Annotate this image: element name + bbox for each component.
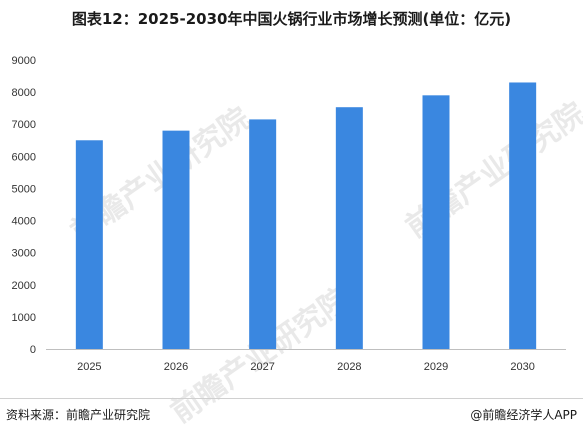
- bar-series: [75, 82, 537, 350]
- y-tick-label: 3000: [12, 248, 36, 260]
- chart-title: 图表12：2025-2030年中国火锅行业市场增长预测(单位：亿元): [71, 10, 512, 28]
- bar-2028: [335, 107, 363, 349]
- bar-2026: [162, 130, 190, 349]
- x-tick-label: 2029: [424, 361, 448, 373]
- x-axis: 2025 2026 2027 2028 2029 2030: [77, 361, 535, 373]
- bar-2027: [249, 119, 277, 350]
- x-tick-label: 2027: [250, 361, 274, 373]
- bar-2025: [75, 140, 103, 349]
- x-tick-label: 2028: [337, 361, 361, 373]
- x-tick-label: 2025: [77, 361, 101, 373]
- y-axis: 0 1000 2000 3000 4000 5000 6000 7000 8000 9000: [12, 55, 36, 356]
- bar-chart: 0 1000 2000 3000 4000 5000 6000 7000 8000 9000 20…: [12, 55, 566, 373]
- footer: 资料来源：前瞻产业研究院 @前瞻经济学人APP: [0, 398, 583, 431]
- y-tick-label: 0: [30, 344, 36, 356]
- source-note: 资料来源：前瞻产业研究院: [6, 408, 151, 422]
- x-tick-label: 2030: [510, 361, 534, 373]
- y-tick-label: 7000: [12, 119, 36, 131]
- bar-2030: [509, 82, 537, 349]
- y-tick-label: 5000: [12, 183, 36, 195]
- x-tick-label: 2026: [164, 361, 188, 373]
- y-tick-label: 9000: [12, 55, 36, 67]
- y-tick-label: 2000: [12, 280, 36, 292]
- bar-2029: [422, 95, 450, 349]
- y-tick-label: 1000: [12, 312, 36, 324]
- y-tick-label: 4000: [12, 216, 36, 228]
- y-tick-label: 6000: [12, 151, 36, 163]
- y-tick-label: 8000: [12, 87, 36, 99]
- credit-note: @前瞻经济学人APP: [470, 408, 577, 422]
